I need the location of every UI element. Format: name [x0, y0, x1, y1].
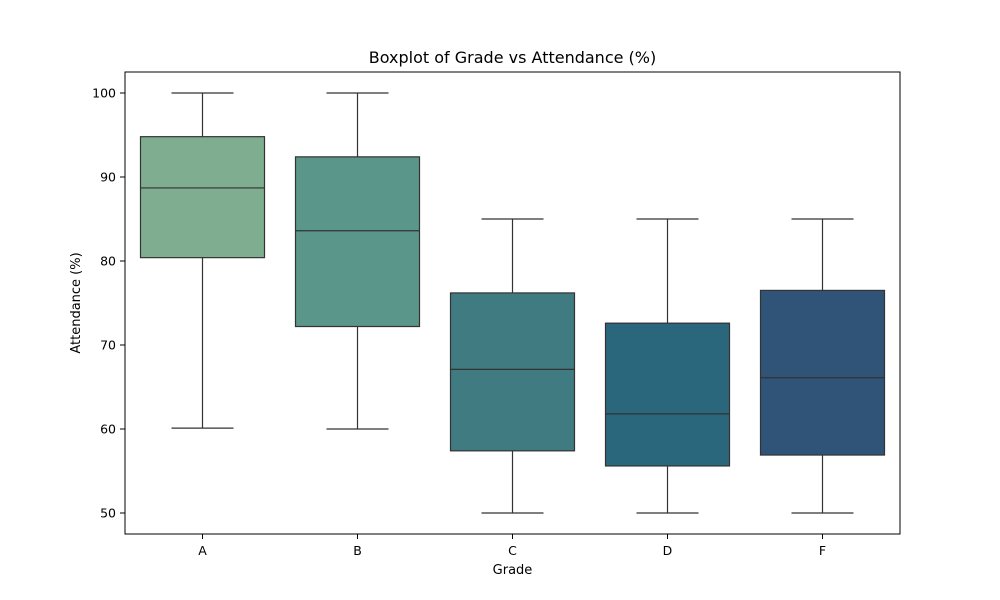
- y-tick-label: 50: [100, 506, 116, 521]
- y-tick-label: 60: [100, 422, 116, 437]
- x-tick-label: A: [198, 543, 207, 558]
- y-axis-label: Attendance (%): [69, 252, 84, 353]
- x-tick-label: F: [819, 543, 826, 558]
- y-tick-label: 70: [100, 338, 116, 353]
- plot-area: [139, 92, 886, 514]
- box: [294, 156, 421, 328]
- box-group-f: [759, 218, 886, 514]
- x-axis-label: Grade: [493, 563, 533, 578]
- y-tick-label: 80: [100, 254, 116, 269]
- y-tick-label: 90: [100, 170, 116, 185]
- y-tick-label: 100: [92, 86, 116, 101]
- box-group-d: [604, 218, 731, 514]
- box: [604, 322, 731, 467]
- y-axis: 50 60 70 80 90 100: [92, 86, 125, 521]
- x-tick-label: D: [663, 543, 673, 558]
- box-group-b: [294, 92, 421, 430]
- box: [759, 289, 886, 456]
- x-tick-label: C: [508, 543, 517, 558]
- box-group-c: [449, 218, 576, 514]
- x-tick-label: B: [353, 543, 362, 558]
- box-group-a: [139, 92, 266, 429]
- chart-title: Boxplot of Grade vs Attendance (%): [369, 48, 656, 67]
- box: [139, 136, 266, 259]
- box: [449, 292, 576, 452]
